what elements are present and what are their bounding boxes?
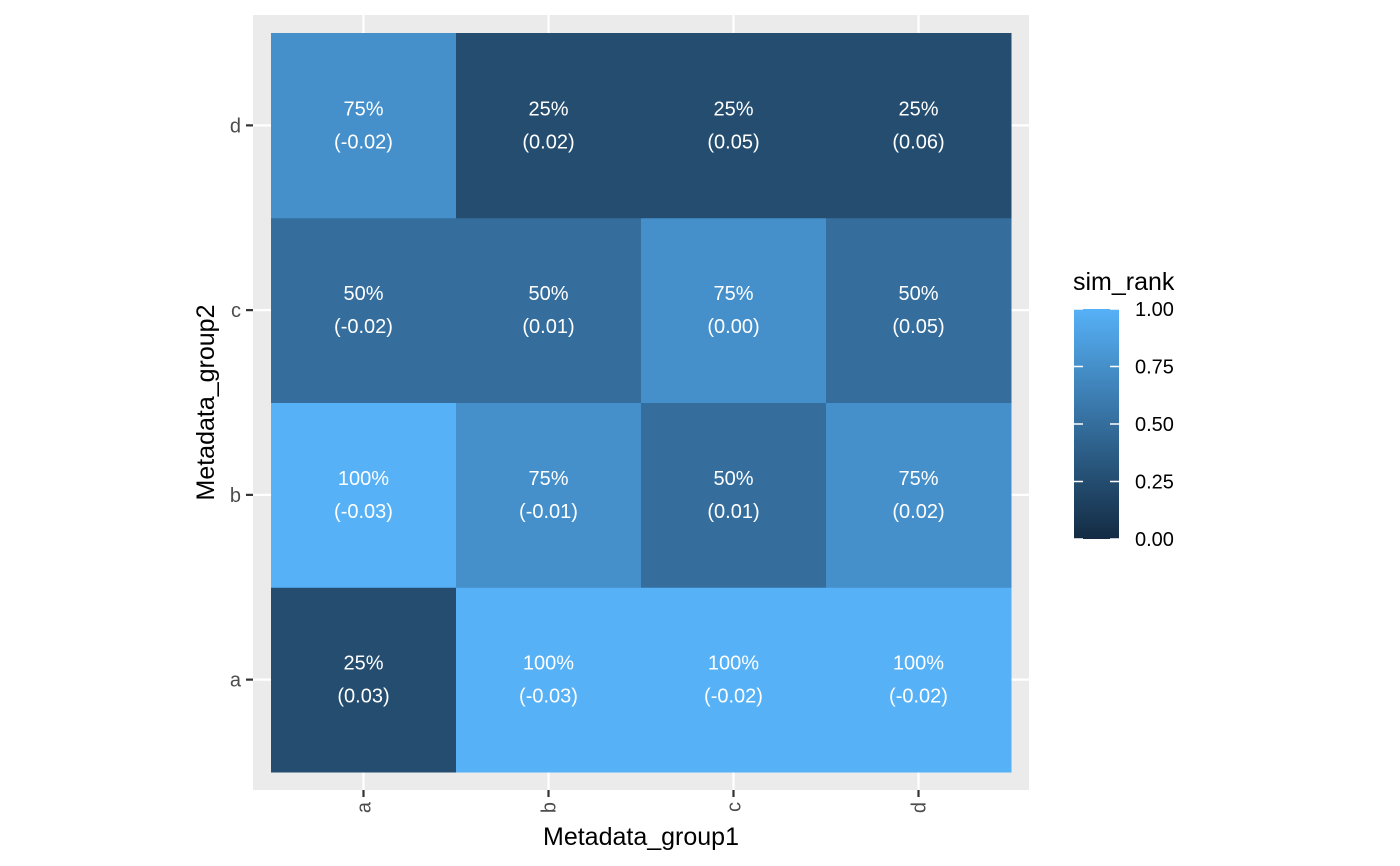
y-axis-title: Metadata_group2 [192,305,220,501]
cell-percent-label-d-d: 25% [898,98,938,120]
x-tick-label-d: d [909,802,931,813]
cell-percent-label-b-b: 75% [528,468,568,490]
heatmap-cells [271,33,1012,773]
x-tick-label-b: b [539,802,561,813]
cell-value-label-b-c: (0.01) [522,316,574,338]
cell-percent-label-d-b: 75% [898,468,938,490]
x-axis: a b c d [354,790,931,813]
heatmap-cell-d-b [826,402,1012,588]
cell-value-label-a-a: (0.03) [337,686,389,708]
cell-value-label-d-b: (0.02) [892,501,944,523]
heatmap-cell-b-a [456,587,642,773]
cell-value-label-c-b: (0.01) [707,501,759,523]
cell-percent-label-c-c: 75% [713,283,753,305]
heatmap-cell-a-b [271,402,457,588]
y-axis: a b c d [230,115,253,692]
heatmap-cell-b-b [456,402,642,588]
cell-value-label-a-b: (-0.03) [334,501,393,523]
cell-percent-label-c-d: 25% [713,98,753,120]
cell-percent-label-d-c: 50% [898,283,938,305]
legend-break-label-4: 1.00 [1135,299,1174,321]
heatmap-cell-d-a [826,587,1012,773]
legend-title: sim_rank [1073,268,1175,296]
cell-percent-label-c-a: 100% [708,653,759,675]
cell-percent-label-b-a: 100% [523,653,574,675]
cell-percent-label-c-b: 50% [713,468,753,490]
legend-break-label-0: 0.00 [1135,529,1174,551]
heatmap-cell-b-c [456,217,642,403]
y-tick-label-b: b [230,485,241,507]
cell-labels: 25% (0.03) 100% (-0.03) 100% (-0.02) 100% (-0.0… [334,98,948,707]
heatmap-cell-a-c [271,217,457,403]
x-axis-title: Metadata_group1 [543,823,739,851]
legend: sim_rank 0.00 0.25 0.50 0.75 1.00 [1073,268,1175,551]
cell-value-label-b-a: (-0.03) [519,686,578,708]
heatmap-cell-c-b [641,402,827,588]
heatmap-cell-c-c [641,217,827,403]
cell-value-label-a-c: (-0.02) [334,316,393,338]
legend-break-label-3: 0.75 [1135,357,1174,379]
x-tick-label-c: c [724,802,746,812]
heatmap-cell-a-a [271,587,457,773]
cell-value-label-d-d: (0.06) [892,131,944,153]
cell-value-label-d-c: (0.05) [892,316,944,338]
y-tick-label-c: c [231,300,241,322]
cell-value-label-a-d: (-0.02) [334,131,393,153]
heatmap-cell-c-d [641,33,827,219]
heatmap-cell-b-d [456,33,642,219]
cell-value-label-c-d: (0.05) [707,131,759,153]
cell-percent-label-b-c: 50% [528,283,568,305]
legend-break-label-2: 0.50 [1135,414,1174,436]
heatmap-cell-a-d [271,33,457,219]
x-tick-label-a: a [354,801,376,813]
heatmap-cell-c-a [641,587,827,773]
cell-percent-label-a-c: 50% [343,283,383,305]
y-tick-label-d: d [230,115,241,137]
cell-percent-label-a-b: 100% [338,468,389,490]
cell-value-label-b-b: (-0.01) [519,501,578,523]
cell-value-label-c-a: (-0.02) [704,686,763,708]
cell-percent-label-a-a: 25% [343,653,383,675]
heatmap-cell-d-c [826,217,1012,403]
cell-value-label-b-d: (0.02) [522,131,574,153]
cell-value-label-c-c: (0.00) [707,316,759,338]
cell-percent-label-d-a: 100% [893,653,944,675]
cell-percent-label-b-d: 25% [528,98,568,120]
cell-value-label-d-a: (-0.02) [889,686,948,708]
y-tick-label-a: a [230,670,242,692]
cell-percent-label-a-d: 75% [343,98,383,120]
heatmap-cell-d-d [826,33,1012,219]
legend-break-label-1: 0.25 [1135,472,1174,494]
